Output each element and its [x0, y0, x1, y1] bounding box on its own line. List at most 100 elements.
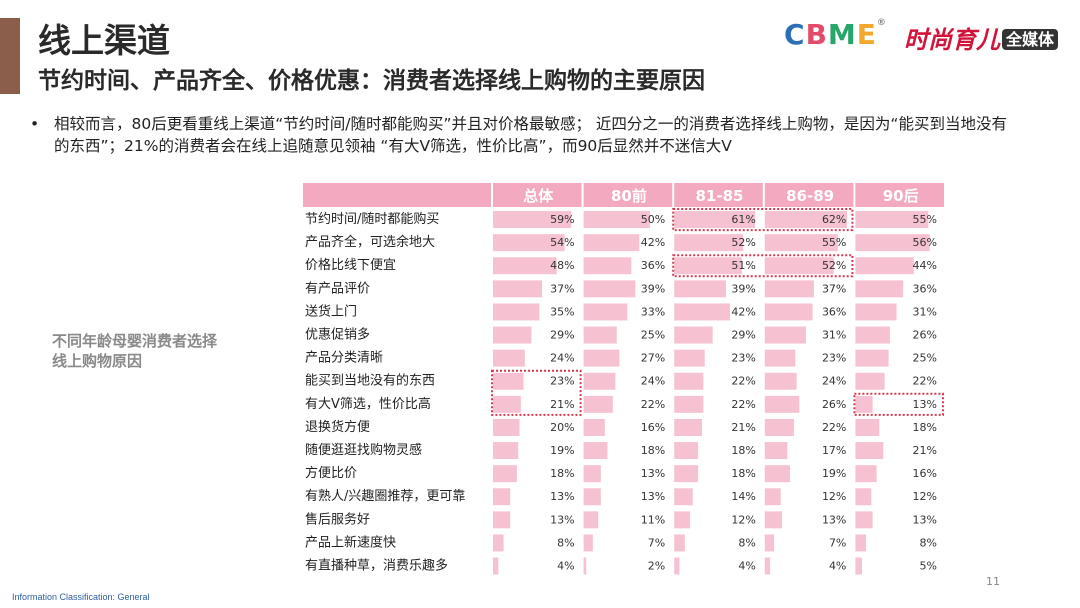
data-label: 22% — [731, 398, 755, 411]
bullet-dot: • — [30, 115, 40, 133]
data-bar — [674, 395, 704, 413]
data-label: 50% — [641, 213, 665, 226]
data-bar — [493, 511, 511, 529]
data-label: 39% — [641, 282, 665, 295]
data-bar — [493, 557, 499, 575]
data-bar — [674, 372, 704, 390]
shishang-logo-text: 时尚育儿 — [904, 25, 1000, 54]
data-label: 8% — [557, 536, 574, 549]
data-bar — [493, 418, 520, 436]
data-label: 51% — [731, 259, 755, 272]
column-header: 总体 — [523, 187, 554, 205]
row-label: 方便比价 — [305, 465, 357, 481]
data-label: 24% — [641, 375, 665, 388]
data-bar — [764, 303, 813, 321]
row-label: 能买到当地没有的东西 — [305, 373, 435, 389]
data-label: 36% — [913, 282, 937, 295]
data-bar — [583, 257, 632, 275]
data-bar — [583, 465, 601, 483]
data-bar — [674, 418, 703, 436]
data-label: 2% — [648, 560, 665, 573]
data-label: 29% — [731, 329, 755, 342]
data-label: 18% — [731, 467, 755, 480]
data-label: 16% — [641, 421, 665, 434]
row-label: 售后服务好 — [305, 511, 370, 527]
data-label: 12% — [731, 513, 755, 526]
data-label: 13% — [822, 513, 846, 526]
data-label: 23% — [550, 375, 574, 388]
data-label: 52% — [822, 259, 846, 272]
data-label: 18% — [913, 421, 937, 434]
data-label: 22% — [731, 375, 755, 388]
data-label: 19% — [550, 444, 574, 457]
data-label: 12% — [913, 490, 937, 503]
title-accent-bar — [0, 18, 20, 94]
data-bar — [674, 280, 726, 298]
data-label: 36% — [641, 259, 665, 272]
data-bar — [493, 257, 557, 275]
data-bar — [674, 257, 742, 275]
data-label: 56% — [913, 236, 937, 249]
data-bar — [583, 280, 636, 298]
data-bar — [674, 234, 744, 252]
data-label: 35% — [550, 305, 574, 318]
highlight-box — [672, 254, 854, 278]
data-label: 23% — [822, 352, 846, 365]
data-bar — [764, 326, 806, 344]
data-bar — [583, 349, 620, 367]
data-label: 31% — [822, 329, 846, 342]
row-label: 有大V筛选，性价比高 — [305, 396, 431, 412]
data-label: 22% — [641, 398, 665, 411]
data-bar — [855, 557, 863, 575]
data-bar — [583, 418, 605, 436]
data-label: 26% — [913, 329, 937, 342]
bullet-text: 相较而言，80后更看重线上渠道“节约时间/随时都能购买”并且对价格最敏感； 近四… — [54, 115, 1007, 155]
data-label: 21% — [550, 398, 574, 411]
data-label: 25% — [913, 352, 937, 365]
data-label: 13% — [913, 398, 937, 411]
data-bar — [764, 211, 848, 229]
page-subtitle: 节约时间、产品齐全、价格优惠：消费者选择线上购物的主要原因 — [38, 68, 705, 94]
data-label: 5% — [920, 560, 937, 573]
data-bar — [855, 303, 897, 321]
cbme-logo-letter: E — [856, 18, 877, 51]
data-bar — [583, 234, 640, 252]
data-bar — [855, 465, 877, 483]
data-label: 17% — [822, 444, 846, 457]
highlight-box — [491, 369, 582, 416]
data-bar — [493, 395, 521, 413]
row-label: 随便逛逛找购物灵感 — [305, 442, 422, 458]
data-label: 21% — [731, 421, 755, 434]
data-label: 52% — [731, 236, 755, 249]
data-label: 4% — [738, 560, 755, 573]
data-label: 55% — [822, 236, 846, 249]
data-label: 31% — [913, 305, 937, 318]
data-bar — [493, 534, 504, 552]
column-header: 81-85 — [696, 187, 744, 205]
row-label: 优惠促销多 — [305, 327, 370, 343]
data-bar — [583, 511, 599, 529]
data-bar — [583, 488, 601, 506]
data-label: 37% — [822, 282, 846, 295]
data-label: 48% — [550, 259, 574, 272]
data-label: 59% — [550, 213, 574, 226]
data-bar — [855, 211, 929, 229]
data-bar — [674, 511, 691, 529]
row-label: 送货上门 — [305, 303, 357, 319]
data-label: 21% — [913, 444, 937, 457]
shishang-yuer-logo: 时尚育儿 全媒体 — [904, 20, 1059, 55]
data-label: 24% — [550, 352, 574, 365]
data-label: 42% — [731, 305, 755, 318]
data-bar — [855, 534, 867, 552]
data-bar — [674, 442, 699, 460]
data-bar — [855, 372, 885, 390]
data-bar — [764, 372, 797, 390]
data-bar — [493, 211, 572, 229]
data-bar — [583, 372, 616, 390]
data-bar — [493, 303, 540, 321]
data-bar — [855, 234, 930, 252]
data-bar — [674, 465, 699, 483]
data-label: 13% — [913, 513, 937, 526]
cbme-logo-letter: B — [805, 18, 828, 51]
data-label: 14% — [731, 490, 755, 503]
